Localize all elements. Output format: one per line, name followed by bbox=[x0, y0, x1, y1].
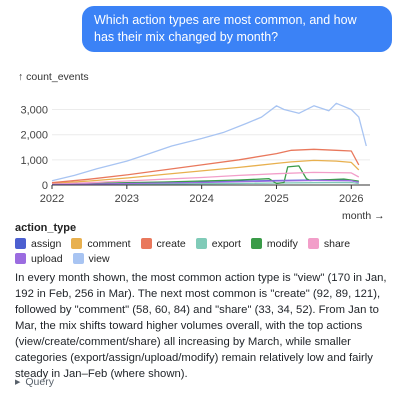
legend-label: share bbox=[323, 237, 351, 250]
user-message-bubble: Which action types are most common, and … bbox=[82, 6, 392, 52]
legend-label: upload bbox=[31, 252, 63, 265]
legend-item-export: export bbox=[195, 237, 241, 250]
legend-swatch bbox=[250, 238, 262, 249]
legend-title: action_type bbox=[15, 222, 77, 234]
y-tick-label: 1,000 bbox=[20, 155, 48, 167]
legend-label: create bbox=[156, 237, 186, 250]
line-chart: 0 1,000 2,000 3,000 2022 2023 2024 2025 2026 bbox=[0, 64, 400, 224]
y-tick-label: 0 bbox=[42, 180, 48, 192]
chevron-right-icon: ▶ bbox=[15, 379, 21, 386]
y-axis-title: ↑ count_events bbox=[18, 71, 89, 83]
legend-row: assign comment create export modify share bbox=[15, 236, 395, 251]
y-tick-label: 2,000 bbox=[20, 130, 48, 142]
legend-item-view: view bbox=[72, 252, 110, 265]
x-tick-label: 2023 bbox=[115, 193, 139, 205]
legend-swatch bbox=[140, 238, 152, 249]
legend-label: view bbox=[88, 252, 110, 265]
x-tick-label: 2025 bbox=[264, 193, 288, 205]
legend-row: upload view bbox=[15, 251, 395, 266]
series-line-create bbox=[51, 148, 360, 184]
series-line-view bbox=[51, 102, 367, 182]
legend-swatch bbox=[72, 253, 84, 264]
answer-text: In every month shown, the most common ac… bbox=[15, 272, 387, 380]
query-label: Query bbox=[25, 376, 54, 388]
legend-label: comment bbox=[87, 237, 131, 250]
legend-item-comment: comment bbox=[71, 237, 131, 250]
legend: assign comment create export modify share uplo… bbox=[15, 236, 395, 266]
series-line-share bbox=[51, 171, 360, 185]
legend-item-upload: upload bbox=[15, 253, 63, 265]
legend-swatch bbox=[307, 238, 319, 249]
legend-swatch bbox=[15, 238, 26, 249]
legend-swatch bbox=[195, 238, 207, 249]
legend-label: export bbox=[211, 237, 241, 250]
x-axis-title: month → bbox=[342, 210, 385, 222]
x-tick-label: 2022 bbox=[40, 193, 64, 205]
y-tick-label: 3,000 bbox=[20, 105, 48, 117]
user-message-text: Which action types are most common, and … bbox=[94, 13, 357, 44]
legend-swatch bbox=[71, 238, 83, 249]
query-toggle[interactable]: ▶ Query bbox=[15, 376, 54, 388]
legend-label: modify bbox=[266, 237, 298, 250]
legend-swatch bbox=[15, 253, 26, 264]
series-line-comment bbox=[51, 159, 360, 185]
chart-svg: 0 1,000 2,000 3,000 2022 2023 2024 2025 2026 bbox=[20, 102, 370, 205]
series-line-upload bbox=[51, 179, 359, 186]
legend-item-assign: assign bbox=[15, 238, 61, 250]
legend-label: assign bbox=[31, 237, 62, 250]
x-tick-label: 2024 bbox=[189, 193, 213, 205]
legend-item-share: share bbox=[307, 237, 351, 250]
x-tick-label: 2026 bbox=[339, 193, 363, 205]
legend-item-create: create bbox=[140, 237, 186, 250]
legend-item-modify: modify bbox=[250, 237, 298, 250]
